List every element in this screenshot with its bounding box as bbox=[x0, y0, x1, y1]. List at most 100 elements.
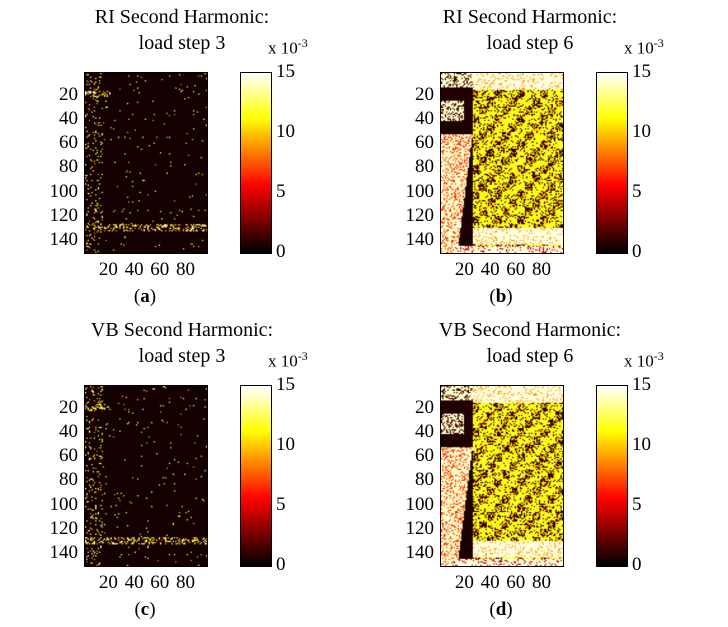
colorbar-canvas bbox=[241, 386, 271, 566]
x-tick-label: 40 bbox=[124, 259, 144, 280]
colorbar-tick-label: 10 bbox=[276, 434, 295, 455]
y-tick-label: 100 bbox=[49, 180, 79, 202]
title-line-2: load step 3 bbox=[138, 345, 226, 367]
panel-caption: (a) bbox=[133, 286, 157, 307]
x-tick-label: 60 bbox=[150, 572, 170, 593]
y-tick-label: 40 bbox=[59, 421, 78, 443]
exponent-power: -3 bbox=[653, 349, 664, 363]
chart-title: RI Second Harmonic: load step 6 bbox=[380, 4, 680, 56]
exponent-base: x 10 bbox=[624, 38, 654, 58]
exponent-base: x 10 bbox=[268, 351, 298, 371]
y-tick-label: 40 bbox=[59, 108, 78, 130]
y-tick-label: 80 bbox=[59, 156, 78, 178]
exponent-power: -3 bbox=[653, 36, 664, 50]
panel-d: VB Second Harmonic: load step 6 20 40 60 80 10… bbox=[364, 313, 728, 626]
x-tick-label: 20 bbox=[98, 572, 118, 593]
colorbar-tick-label: 5 bbox=[276, 181, 286, 202]
y-tick-label: 60 bbox=[59, 445, 78, 467]
y-tick-label: 40 bbox=[415, 421, 434, 443]
colorbar-tick-label: 10 bbox=[276, 121, 295, 142]
heatmap-plot bbox=[84, 385, 208, 567]
x-tick-label: 20 bbox=[454, 572, 474, 593]
y-tick-label: 80 bbox=[415, 156, 434, 178]
y-tick-label: 20 bbox=[59, 83, 78, 105]
heatmap-canvas bbox=[85, 386, 207, 566]
heatmap-plot bbox=[84, 72, 208, 254]
chart-title: RI Second Harmonic: load step 3 bbox=[32, 4, 332, 56]
colorbar-exponent: x 10-3 bbox=[268, 36, 308, 59]
title-line-1: VB Second Harmonic: bbox=[90, 319, 274, 341]
colorbar-canvas bbox=[597, 73, 627, 253]
colorbar-tick-label: 5 bbox=[276, 494, 286, 515]
colorbar-tick-label: 15 bbox=[632, 61, 651, 82]
x-tick-label: 20 bbox=[454, 259, 474, 280]
colorbar bbox=[240, 385, 272, 567]
colorbar bbox=[596, 72, 628, 254]
y-tick-label: 100 bbox=[405, 180, 435, 202]
x-tick-label: 40 bbox=[480, 572, 500, 593]
colorbar-tick-label: 15 bbox=[276, 61, 295, 82]
title-line-1: RI Second Harmonic: bbox=[94, 6, 270, 28]
colorbar-tick-label: 5 bbox=[632, 181, 642, 202]
y-tick-label: 140 bbox=[49, 541, 79, 563]
exponent-power: -3 bbox=[297, 36, 308, 50]
chart-title: VB Second Harmonic: load step 6 bbox=[380, 317, 680, 369]
colorbar-tick-label: 5 bbox=[632, 494, 642, 515]
title-line-1: VB Second Harmonic: bbox=[438, 319, 622, 341]
title-line-2: load step 6 bbox=[486, 345, 574, 367]
exponent-base: x 10 bbox=[268, 38, 298, 58]
heatmap-canvas bbox=[85, 73, 207, 253]
panel-caption: (b) bbox=[489, 286, 513, 307]
heatmap-canvas bbox=[441, 386, 563, 566]
colorbar-tick-label: 0 bbox=[276, 241, 286, 262]
colorbar-tick-label: 0 bbox=[632, 554, 642, 575]
y-tick-label: 140 bbox=[49, 228, 79, 250]
panel-caption: (c) bbox=[134, 599, 156, 620]
colorbar bbox=[596, 385, 628, 567]
colorbar-exponent: x 10-3 bbox=[268, 349, 308, 372]
colorbar-tick-label: 0 bbox=[632, 241, 642, 262]
colorbar bbox=[240, 72, 272, 254]
x-tick-label: 60 bbox=[506, 572, 526, 593]
x-tick-label: 80 bbox=[175, 572, 195, 593]
title-line-2: load step 6 bbox=[486, 32, 574, 54]
colorbar-tick-label: 0 bbox=[276, 554, 286, 575]
y-tick-label: 60 bbox=[59, 132, 78, 154]
y-tick-label: 20 bbox=[415, 83, 434, 105]
panel-b: RI Second Harmonic: load step 6 20 40 60 80 10… bbox=[364, 0, 728, 313]
colorbar-tick-label: 10 bbox=[632, 121, 651, 142]
x-tick-label: 40 bbox=[480, 259, 500, 280]
colorbar-tick-label: 10 bbox=[632, 434, 651, 455]
panel-c: VB Second Harmonic: load step 3 20 40 60 80 10… bbox=[0, 313, 364, 626]
heatmap-canvas bbox=[441, 73, 563, 253]
colorbar-canvas bbox=[241, 73, 271, 253]
panel-a: RI Second Harmonic: load step 3 20 40 60 80 10… bbox=[0, 0, 364, 313]
caption-letter: d bbox=[495, 599, 507, 620]
y-tick-label: 140 bbox=[405, 228, 435, 250]
heatmap-plot bbox=[440, 72, 564, 254]
chart-title: VB Second Harmonic: load step 3 bbox=[32, 317, 332, 369]
y-tick-label: 140 bbox=[405, 541, 435, 563]
y-tick-label: 60 bbox=[415, 132, 434, 154]
exponent-power: -3 bbox=[297, 349, 308, 363]
y-tick-label: 120 bbox=[405, 517, 435, 539]
colorbar-exponent: x 10-3 bbox=[624, 36, 664, 59]
x-tick-label: 20 bbox=[98, 259, 118, 280]
y-tick-label: 120 bbox=[49, 517, 79, 539]
y-tick-label: 80 bbox=[59, 469, 78, 491]
y-tick-label: 20 bbox=[59, 396, 78, 418]
y-tick-label: 40 bbox=[415, 108, 434, 130]
y-tick-label: 80 bbox=[415, 469, 434, 491]
x-tick-label: 80 bbox=[175, 259, 195, 280]
x-tick-label: 60 bbox=[506, 259, 526, 280]
heatmap-plot bbox=[440, 385, 564, 567]
title-line-1: RI Second Harmonic: bbox=[442, 6, 618, 28]
exponent-base: x 10 bbox=[624, 351, 654, 371]
y-tick-label: 120 bbox=[49, 204, 79, 226]
panel-caption: (d) bbox=[489, 599, 513, 620]
caption-letter: a bbox=[140, 286, 150, 307]
x-tick-label: 60 bbox=[150, 259, 170, 280]
y-tick-label: 60 bbox=[415, 445, 434, 467]
colorbar-tick-label: 15 bbox=[276, 374, 295, 395]
y-tick-label: 100 bbox=[49, 493, 79, 515]
